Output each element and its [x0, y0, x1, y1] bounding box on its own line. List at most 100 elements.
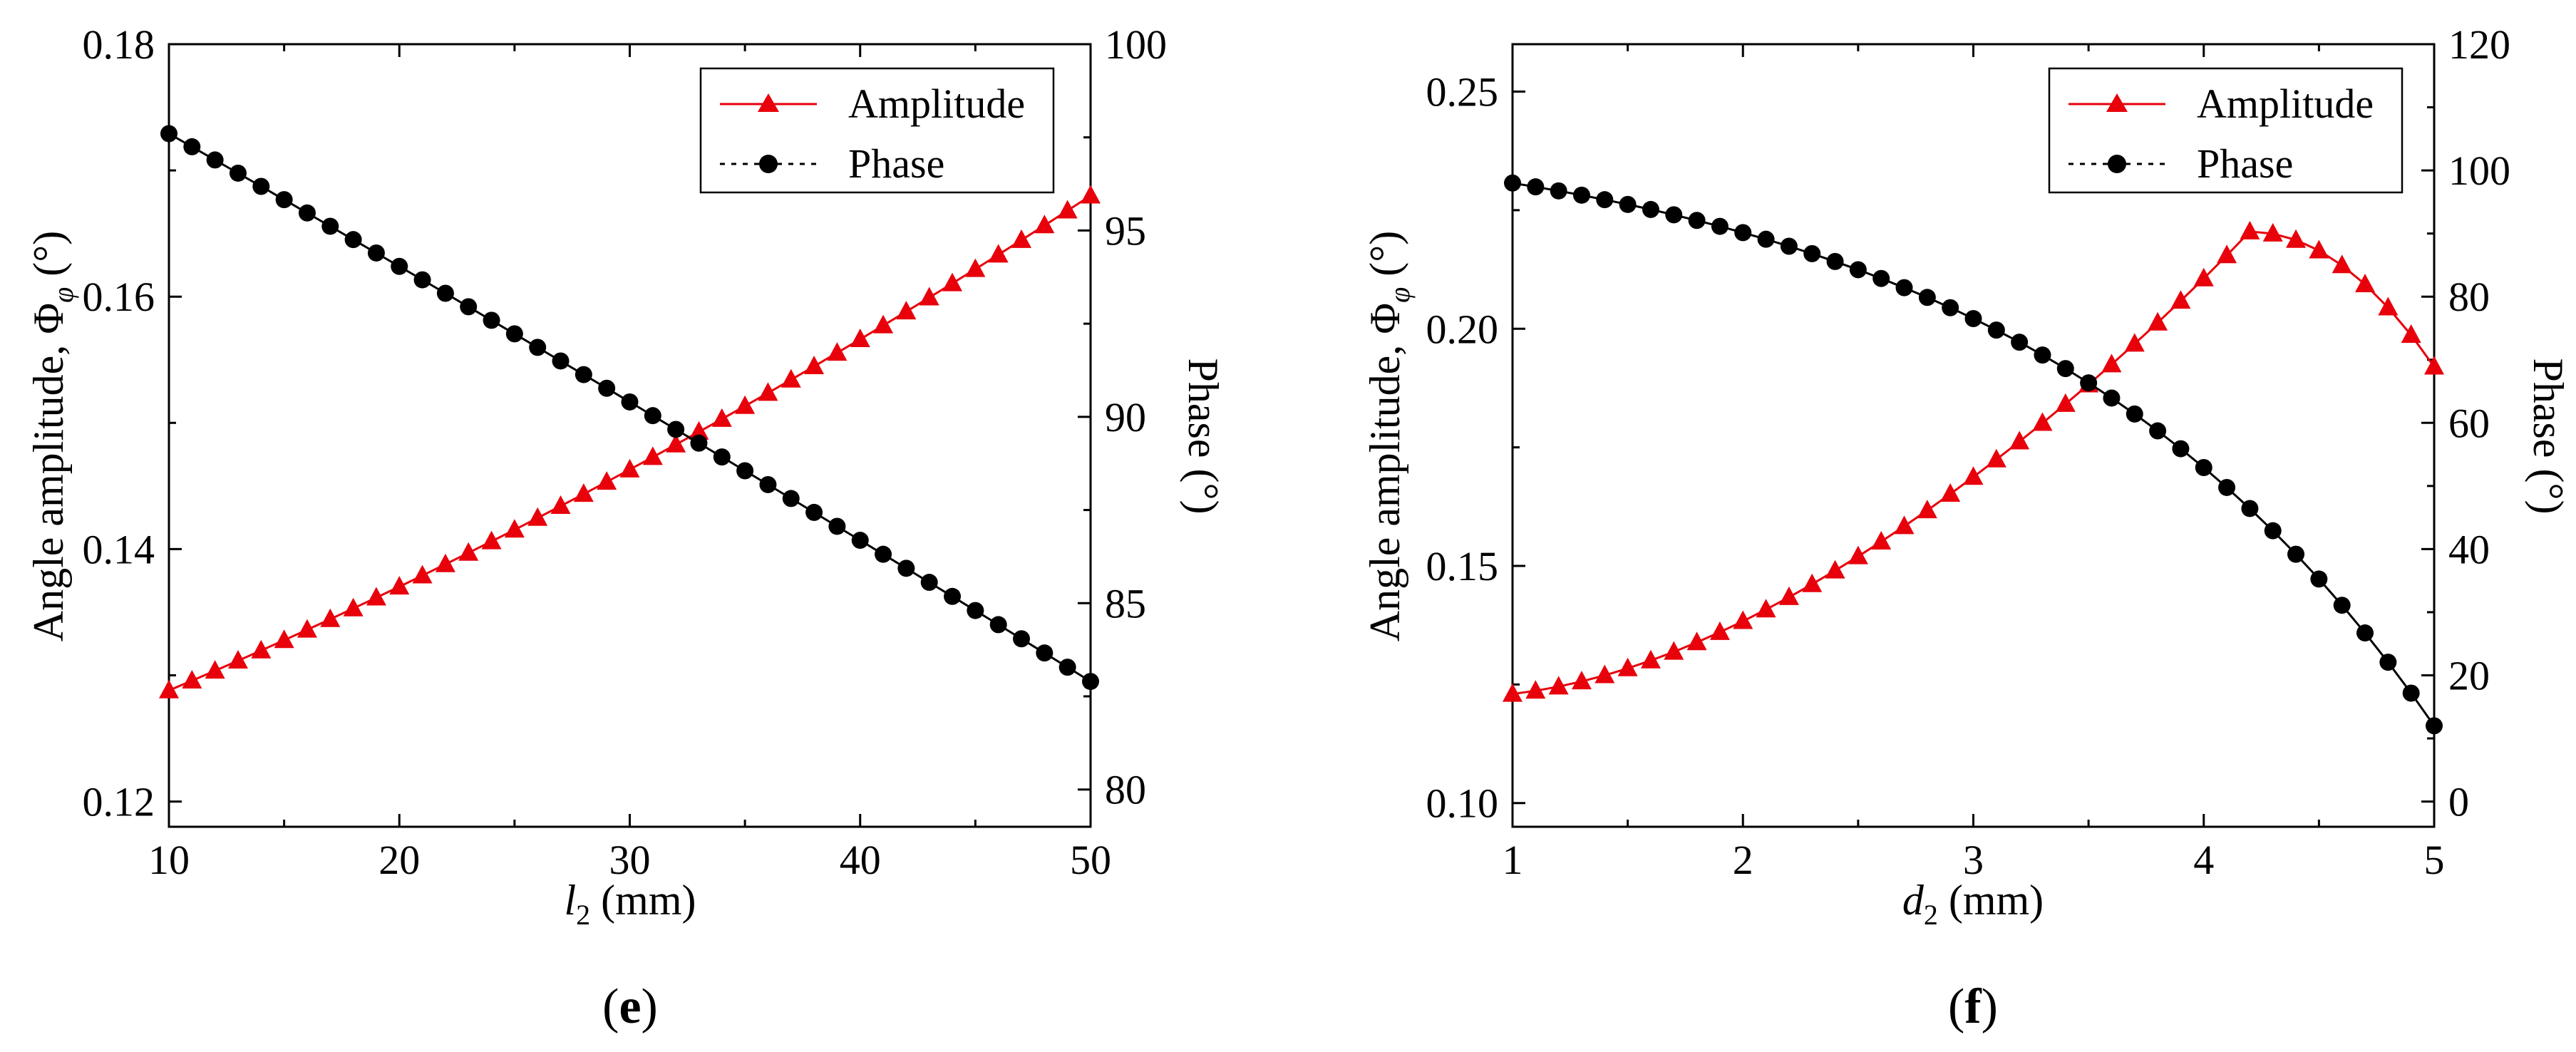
amplitude-marker: [1709, 621, 1730, 640]
phase-marker: [2034, 346, 2051, 364]
x-tick-label: 20: [378, 837, 420, 883]
amplitude-marker: [965, 258, 986, 277]
y-axis-title-right-f: Phase (°): [2525, 359, 2572, 515]
phase-marker: [598, 379, 616, 397]
amplitude-marker: [2355, 273, 2376, 292]
y-axis-title-left-e: Angle amplitude, Φφ (°): [25, 231, 79, 642]
phase-marker: [1527, 178, 1545, 196]
phase-marker: [321, 217, 339, 235]
phase-marker: [1550, 182, 1567, 200]
amplitude-marker: [1802, 573, 1823, 592]
phase-marker: [897, 559, 915, 577]
amplitude-marker: [527, 507, 548, 526]
amplitude-marker: [1986, 448, 2006, 468]
y-left-tick-label: 0.15: [1426, 543, 1499, 589]
phase-marker: [967, 602, 984, 619]
legend-label-phase-e: Phase: [848, 140, 944, 187]
amplitude-marker: [1686, 631, 1707, 651]
phase-marker: [989, 616, 1007, 634]
y-right-tick-label: 100: [1105, 21, 1167, 68]
amplitude-marker: [1733, 610, 1753, 629]
amplitude-marker: [1664, 641, 1684, 660]
amplitude-marker: [2217, 244, 2237, 264]
amplitude-marker: [2262, 222, 2283, 242]
phase-marker: [851, 532, 869, 550]
phase-marker: [875, 545, 892, 563]
y-right-tick-label: 100: [2448, 148, 2510, 194]
phase-marker: [944, 587, 962, 605]
phase-marker: [667, 421, 685, 438]
phase-marker: [1711, 217, 1729, 235]
legend-box-f: [2048, 67, 2404, 194]
phase-marker: [2103, 389, 2121, 407]
amplitude-marker: [251, 639, 272, 659]
phase-marker: [2402, 684, 2420, 702]
phase-marker: [1757, 230, 1775, 248]
phase-marker: [621, 393, 639, 411]
amplitude-marker: [1034, 215, 1055, 234]
phase-marker: [2172, 440, 2190, 458]
phase-marker: [529, 339, 547, 356]
panel-f: 1 2 3 4 5 0.10 0.15 0.20 0.25 0 20 40 60 80 100 120 Amp…: [1361, 21, 2572, 1034]
phase-marker: [736, 462, 754, 480]
amplitude-marker: [758, 382, 778, 401]
amplitude-marker: [2055, 393, 2076, 412]
amplitude-marker: [689, 421, 709, 440]
x-axis-title-f: d2 (mm): [1902, 877, 2044, 931]
x-tick-label: 1: [1503, 837, 1523, 883]
phase-marker: [2310, 570, 2328, 588]
amplitude-marker: [2101, 354, 2122, 373]
amplitude-marker: [1894, 515, 1915, 535]
amplitude-marker: [1503, 683, 1523, 702]
y-right-tick-label: 120: [2448, 21, 2510, 68]
amplitude-marker: [1057, 200, 1078, 219]
amplitude-marker: [435, 553, 455, 572]
amplitude-marker: [1940, 483, 1961, 502]
legend-marker-triangle-f: [2106, 93, 2128, 112]
y-right-tick-label: 85: [1105, 580, 1146, 626]
phase-marker: [2011, 334, 2029, 351]
legend-box-e: [699, 67, 1055, 194]
phase-marker: [1918, 289, 1936, 306]
amplitude-marker: [366, 587, 386, 606]
amplitude-marker: [550, 495, 571, 515]
amplitude-marker: [1594, 664, 1615, 684]
phase-marker: [1942, 299, 1959, 316]
phase-marker: [229, 164, 247, 182]
amplitude-marker: [2193, 267, 2214, 287]
amplitude-marker: [504, 519, 525, 538]
amplitude-marker: [619, 458, 640, 478]
amplitude-marker: [735, 395, 756, 414]
phase-marker: [367, 244, 385, 262]
amplitude-marker: [711, 408, 732, 427]
amplitude-marker: [2240, 220, 2260, 239]
x-tick-label: 30: [609, 837, 651, 883]
amplitude-marker: [850, 328, 870, 347]
x-tick-label: 5: [2424, 837, 2445, 883]
amplitude-marker: [1778, 586, 1799, 605]
y-right-tick-label: 40: [2448, 526, 2490, 572]
amplitude-marker: [573, 483, 594, 502]
amplitude-marker: [1548, 676, 1569, 695]
y-right-tick-label: 80: [2448, 274, 2490, 320]
phase-marker: [2126, 405, 2143, 423]
phase-marker: [436, 284, 454, 302]
amplitude-marker: [1825, 559, 1845, 579]
phase-marker: [2426, 717, 2443, 735]
phase-marker: [183, 138, 201, 155]
phase-marker: [413, 271, 431, 289]
y-right-tick-label: 0: [2448, 779, 2469, 825]
amplitude-marker: [274, 629, 294, 649]
phase-marker: [1642, 200, 1659, 218]
amplitude-marker: [2332, 254, 2352, 274]
phase-marker: [2241, 500, 2259, 517]
phase-marker: [1665, 206, 1683, 224]
amplitude-marker: [1011, 229, 1032, 248]
phase-marker: [2149, 422, 2167, 440]
phase-marker: [160, 125, 177, 143]
amplitude-marker: [1617, 657, 1638, 676]
amplitude-marker: [320, 608, 341, 627]
amplitude-marker: [1640, 649, 1661, 669]
legend-label-amplitude-f: Amplitude: [2197, 81, 2374, 127]
